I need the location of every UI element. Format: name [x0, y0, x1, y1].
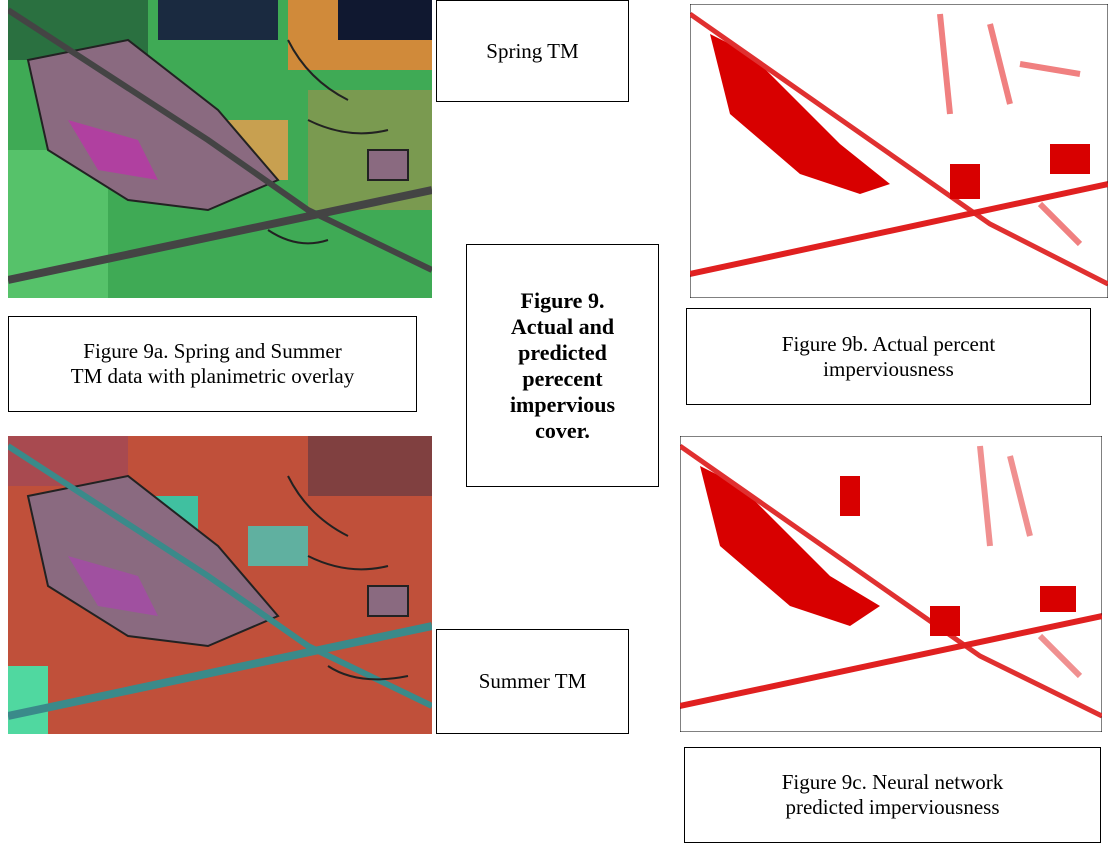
text-line: cover.	[535, 418, 590, 444]
label-box: Summer TM	[436, 629, 629, 734]
label: Spring TM	[486, 39, 578, 64]
page: Spring TM Figure 9a. Spring and SummerTM…	[0, 0, 1110, 841]
text-line: imperviousness	[823, 357, 954, 382]
text-line: perecent	[522, 366, 602, 392]
text-line: impervious	[510, 392, 615, 418]
predicted-imperviousness-image	[680, 436, 1102, 732]
label: Summer TM	[479, 669, 587, 694]
label-box: Spring TM	[436, 0, 629, 102]
actual-imperviousness-image	[690, 4, 1108, 298]
summer-tm-image	[8, 436, 432, 734]
spring-tm-image	[8, 0, 432, 298]
text-line: predicted imperviousness	[785, 795, 999, 820]
text-line: Figure 9.	[521, 288, 605, 314]
text-line: TM data with planimetric overlay	[71, 364, 354, 389]
text-line: Figure 9b. Actual percent	[782, 332, 995, 357]
text-line: Figure 9c. Neural network	[782, 770, 1004, 795]
text-line: predicted	[518, 340, 607, 366]
text-line: Figure 9a. Spring and Summer	[83, 339, 341, 364]
text-line: Actual and	[511, 314, 614, 340]
